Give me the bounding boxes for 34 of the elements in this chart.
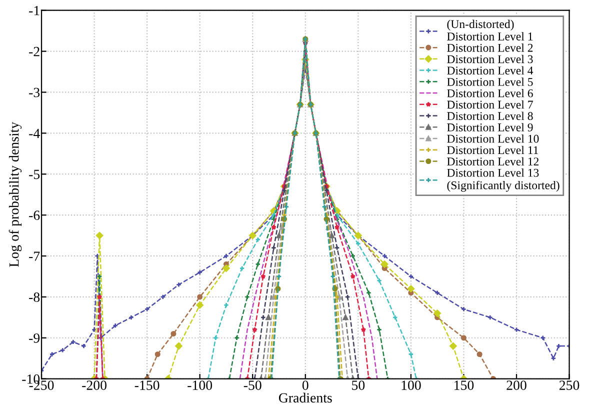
y-tick-label: -9 [29,333,40,343]
legend-label: Distortion Level 2 [447,44,533,52]
x-tick-label: -150 [134,380,160,390]
x-tick-label: 0 [302,380,308,390]
legend-label: Distortion Level 10 [447,134,539,143]
y-tick-label: -4 [29,128,40,138]
x-tick-label: 100 [402,380,421,390]
y-tick-label: -2 [29,46,40,56]
x-tick-label: 50 [352,380,365,390]
y-tick-label: -8 [29,292,40,302]
legend-label: Distortion Level 4 [447,66,534,75]
legend-label: (Un-distorted) Distortion Level 1 [447,20,533,40]
x-tick-label: 150 [454,380,474,390]
y-tick-label: -7 [29,252,40,261]
x-tick-label: -100 [188,380,212,390]
legend-label: Distortion Level 7 [447,100,533,109]
legend-label: Distortion Level 12 [447,157,539,166]
y-axis-title: Log of probability density [8,122,22,267]
legend-label: Distortion Level 3 [447,54,533,64]
x-tick-label: -50 [244,380,262,390]
x-tick-label: 200 [506,380,526,390]
y-tick-label: -3 [29,88,40,98]
x-tick-label: 250 [559,380,580,390]
legend-label: Distortion Level 11 [447,146,538,154]
y-tick-label: -1 [29,6,40,16]
legend-label: Distortion Level 13 (Significantly distorted) [447,168,560,192]
y-tick-label: -5 [29,170,40,180]
y-tick-label: -6 [29,210,40,220]
legend-label: Distortion Level 5 [447,78,533,86]
x-axis-title: Gradients [278,392,332,403]
legend-label: Distortion Level 8 [447,112,533,120]
legend-label: Distortion Level 6 [447,88,533,98]
x-tick-label: -200 [82,380,106,390]
legend-label: Distortion Level 9 [447,123,533,132]
